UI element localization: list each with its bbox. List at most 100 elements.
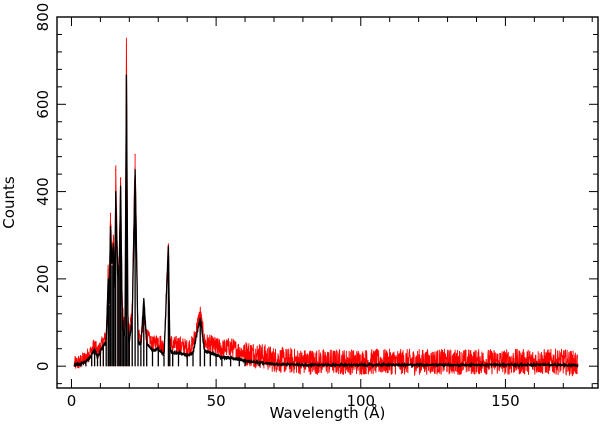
- x-axis-title: Wavelength (Å): [270, 403, 386, 422]
- data-point-red: [167, 243, 169, 245]
- data-point-red: [109, 212, 112, 215]
- data-point-red: [221, 348, 223, 350]
- data-point-black: [127, 321, 129, 324]
- data-point-red: [125, 44, 128, 46]
- data-point-black: [134, 169, 136, 171]
- data-point-black: [118, 265, 120, 267]
- data-point-black: [73, 364, 75, 366]
- data-point-red: [215, 345, 217, 348]
- series-black-model-line: [73, 74, 579, 369]
- data-point-black: [163, 354, 165, 356]
- data-point-black: [418, 364, 420, 366]
- data-point-red: [533, 361, 535, 363]
- data-point-black: [128, 341, 130, 343]
- data-point-black: [99, 350, 101, 352]
- data-point-red: [172, 345, 174, 348]
- data-point-red: [79, 361, 81, 363]
- data-point-black: [221, 356, 223, 359]
- data-point-red: [504, 361, 507, 363]
- data-point-black: [94, 348, 96, 350]
- data-point-black: [331, 364, 333, 366]
- data-point-red: [94, 343, 96, 345]
- data-point-black: [229, 356, 232, 359]
- data-point-black: [209, 352, 211, 354]
- data-point-red: [418, 361, 420, 363]
- data-point-black: [302, 364, 304, 366]
- data-point-red: [157, 339, 159, 341]
- y-tick-label: 400: [34, 177, 52, 206]
- data-point-black: [124, 335, 126, 337]
- data-point-black: [143, 297, 145, 300]
- data-point-black: [199, 317, 201, 319]
- data-point-red: [115, 169, 117, 171]
- data-point-red: [446, 361, 449, 363]
- data-point-red: [151, 343, 154, 345]
- data-point-black: [140, 345, 142, 348]
- data-point-red: [186, 348, 188, 350]
- data-point-black: [533, 364, 535, 366]
- data-point-black: [389, 364, 391, 366]
- x-tick-label: 150: [491, 392, 520, 410]
- data-point-black: [504, 364, 507, 366]
- data-point-black: [186, 354, 188, 356]
- data-point-black: [151, 350, 154, 352]
- data-point-black: [172, 352, 174, 354]
- data-point-black: [360, 364, 362, 366]
- data-point-black: [192, 352, 194, 354]
- data-point-black: [121, 308, 123, 311]
- data-point-red: [475, 361, 478, 363]
- data-point-black: [446, 364, 449, 366]
- x-tick-label: 0: [67, 392, 77, 410]
- data-point-black: [115, 190, 117, 193]
- data-point-red: [112, 234, 115, 236]
- data-point-black: [117, 278, 119, 280]
- data-point-black: [91, 354, 93, 356]
- y-tick-label: 0: [34, 361, 52, 371]
- series-layer: [73, 37, 579, 377]
- data-point-black: [107, 278, 109, 280]
- data-point-red: [199, 313, 201, 315]
- data-point-red: [192, 343, 194, 345]
- data-point-black: [137, 339, 139, 341]
- data-point-black: [475, 364, 478, 366]
- x-tick-label: 50: [207, 392, 226, 410]
- data-point-black: [177, 352, 180, 354]
- data-point-black: [114, 287, 116, 289]
- data-point-black: [273, 363, 275, 365]
- data-point-black: [122, 330, 125, 332]
- data-point-red: [177, 343, 180, 345]
- data-point-black: [102, 345, 104, 348]
- data-point-red: [209, 343, 211, 345]
- data-point-red: [273, 359, 275, 361]
- data-point-black: [131, 317, 133, 319]
- data-point-black: [112, 243, 115, 245]
- data-point-red: [238, 350, 240, 352]
- data-point-red: [302, 361, 304, 363]
- data-point-red: [389, 361, 391, 363]
- data-point-black: [157, 348, 159, 350]
- data-point-black: [105, 341, 107, 343]
- data-point-black: [167, 245, 169, 247]
- data-point-black: [215, 354, 217, 356]
- plot-frame: [56, 16, 599, 389]
- data-point-black: [125, 75, 128, 77]
- y-tick-label: 600: [34, 90, 52, 119]
- data-point-black: [146, 341, 148, 343]
- data-point-black: [203, 350, 206, 352]
- data-point-black: [96, 356, 99, 359]
- data-point-black: [577, 364, 579, 366]
- data-point-red: [102, 341, 104, 343]
- y-tick-label: 200: [34, 265, 52, 294]
- data-point-black: [85, 361, 87, 363]
- data-point-black: [79, 363, 81, 365]
- data-point-black: [562, 364, 564, 366]
- ticks-layer: 0 50 100 150 0 200 400 600 800: [34, 3, 598, 410]
- data-point-red: [96, 352, 99, 354]
- data-point-red: [331, 361, 333, 363]
- data-point-red: [107, 269, 109, 271]
- data-point-red: [258, 354, 261, 356]
- x-tick-label: 100: [346, 392, 375, 410]
- data-point-red: [85, 356, 87, 359]
- data-point-red: [577, 363, 579, 365]
